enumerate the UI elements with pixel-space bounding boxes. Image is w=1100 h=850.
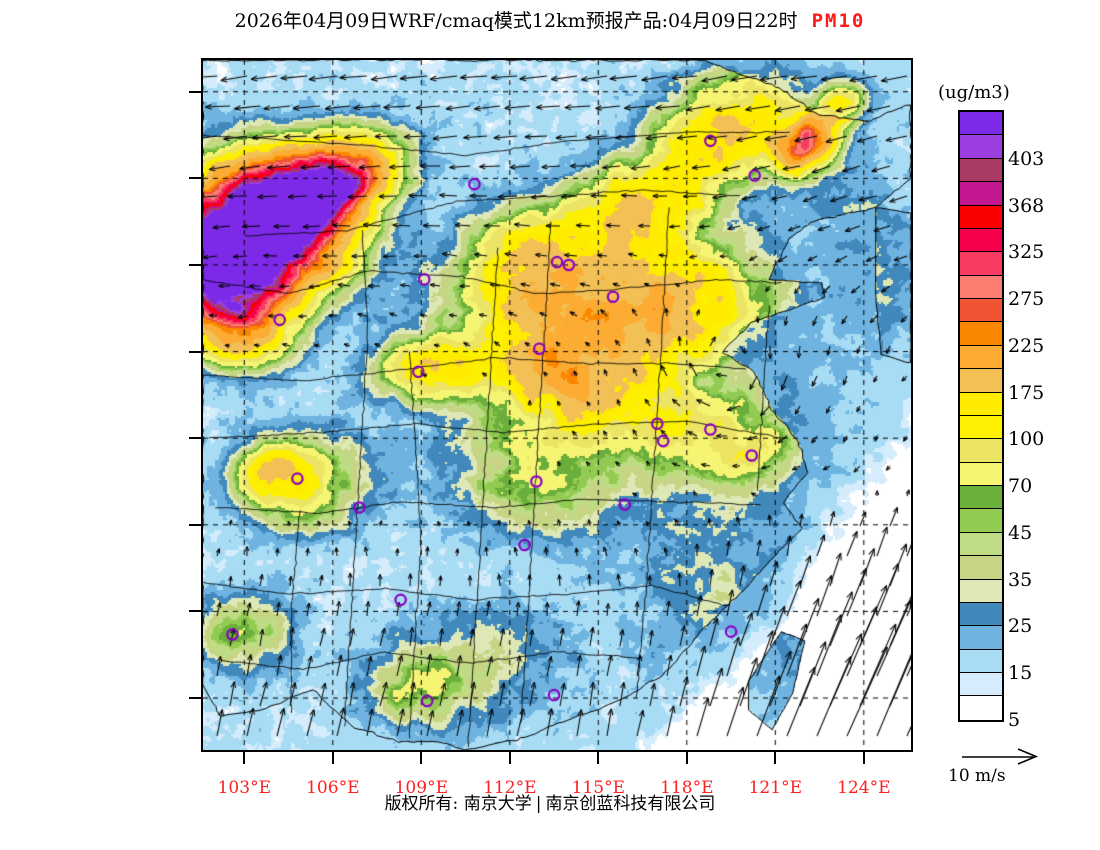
colorbar-band — [960, 602, 1002, 627]
colorbar-tick-label: 325 — [1008, 241, 1045, 264]
latitude-tick-mark — [189, 177, 201, 180]
colorbar-band — [960, 228, 1002, 253]
colorbar-tick-label: 225 — [1008, 334, 1045, 357]
colorbar-band — [960, 673, 1002, 697]
colorbar-band — [960, 392, 1002, 416]
colorbar-tick-label: 45 — [1008, 521, 1033, 544]
longitude-tick-label: 118°E — [660, 778, 714, 798]
longitude-tick-mark — [243, 752, 246, 764]
colorbar-band — [960, 439, 1002, 463]
colorbar-band — [960, 369, 1002, 393]
colorbar-tick-label: 175 — [1008, 381, 1045, 404]
footer-copyright: 版权所有: 南京大学 | 南京创蓝科技有限公司 — [0, 789, 1100, 814]
longitude-tick-mark — [508, 752, 511, 764]
latitude-tick-mark — [189, 610, 201, 613]
longitude-tick-mark — [862, 752, 865, 764]
colorbar-band — [960, 158, 1002, 183]
wind-vector-scale-key: 10 m/s — [948, 748, 1098, 794]
longitude-tick-label: 121°E — [748, 778, 802, 798]
colorbar-band — [960, 322, 1002, 346]
colorbar-units-label: (ug/m3) — [938, 82, 1010, 103]
latitude-tick-mark — [189, 523, 201, 526]
longitude-tick-label: 106°E — [306, 778, 360, 798]
colorbar-tick-label: 25 — [1008, 615, 1033, 638]
longitude-tick-label: 109°E — [394, 778, 448, 798]
footer-separator: | — [535, 794, 542, 814]
colorbar-band — [960, 556, 1002, 580]
pm10-concentration-map — [203, 60, 911, 750]
latitude-axis: 44°N41°N38°N35°N32°N29°N26°N23°N — [0, 0, 196, 850]
longitude-axis: 103°E 106°E 109°E 112°E 115°E 118°E 121°E 124°E — [0, 768, 1100, 798]
page-title: 2026年04月09日WRF/cmaq模式12km预报产品:04月09日22时 P… — [0, 6, 1100, 33]
map-plot-area[interactable] — [201, 58, 913, 752]
colorbar-tick-label: 35 — [1008, 568, 1033, 591]
footer-company-text: 南京创蓝科技有限公司 — [545, 794, 716, 814]
longitude-tick-label: 103°E — [217, 778, 271, 798]
latitude-tick-mark — [189, 350, 201, 353]
longitude-tick-mark — [331, 752, 334, 764]
longitude-tick-mark — [420, 752, 423, 764]
colorbar-tick-label: 5 — [1008, 709, 1021, 731]
wind-reference-arrow-icon — [960, 748, 1040, 770]
longitude-tick-label: 115°E — [571, 778, 625, 798]
colorbar-tick-label: 403 — [1008, 147, 1045, 170]
colorbar-tick-label: 15 — [1008, 662, 1033, 685]
colorbar-band — [960, 112, 1002, 136]
colorbar-tick-labels: 403 368 325 275 225 175 100 70 45 35 25 15 5 — [1008, 110, 1098, 731]
latitude-tick-mark — [189, 697, 201, 700]
longitude-tick-label: 124°E — [837, 778, 891, 798]
colorbar-band — [960, 579, 1002, 603]
longitude-tick-mark — [774, 752, 777, 764]
longitude-tick-label: 112°E — [483, 778, 537, 798]
footer-copyright-text: 版权所有: 南京大学 — [384, 794, 532, 814]
colorbar-tick-label: 275 — [1008, 288, 1045, 311]
colorbar-band — [960, 415, 1002, 440]
longitude-tick-mark — [685, 752, 688, 764]
colorbar-band — [960, 345, 1002, 370]
colorbar-band — [960, 462, 1002, 486]
colorbar-tick-label: 368 — [1008, 194, 1045, 217]
wind-scale-label: 10 m/s — [948, 766, 1006, 786]
colorbar-band — [960, 299, 1002, 323]
colorbar-band — [960, 135, 1002, 159]
colorbar-band — [960, 532, 1002, 557]
colorbar-band — [960, 696, 1002, 720]
latitude-tick-mark — [189, 90, 201, 93]
colorbar-band — [960, 626, 1002, 650]
latitude-tick-mark — [189, 263, 201, 266]
colorbar-band — [960, 252, 1002, 276]
longitude-tick-mark — [597, 752, 600, 764]
colorbar-band — [960, 649, 1002, 673]
title-pollutant-label: PM10 — [811, 10, 866, 32]
colorbar-band — [960, 182, 1002, 206]
title-main-text: 2026年04月09日WRF/cmaq模式12km预报产品:04月09日22时 — [234, 10, 798, 32]
latitude-tick-mark — [189, 437, 201, 440]
colorbar-band — [960, 275, 1002, 299]
colorbar-band — [960, 509, 1002, 533]
colorbar[interactable] — [958, 110, 1004, 722]
colorbar-tick-label: 100 — [1008, 428, 1045, 451]
colorbar-band — [960, 486, 1002, 510]
colorbar-band — [960, 205, 1002, 229]
colorbar-tick-label: 70 — [1008, 475, 1033, 498]
